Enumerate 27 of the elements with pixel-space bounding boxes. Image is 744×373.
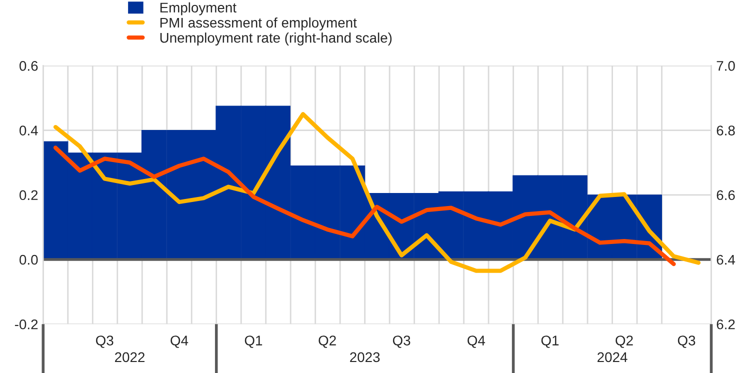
y-tick-label: 0.2: [20, 190, 38, 200]
x-tick-label: Q3: [392, 336, 410, 348]
y-tick-label: 0.0: [20, 254, 38, 265]
y2-tick-label: 7.0: [716, 60, 735, 71]
x-tick-label: Q3: [678, 336, 696, 348]
x-tick-label: Q2: [616, 336, 633, 348]
y2-tick-label: 6.2: [716, 319, 735, 330]
line-series: [53, 146, 676, 266]
y2-tick-label: 6.8: [716, 126, 735, 136]
legend-label: Unemployment rate (right-hand scale): [160, 32, 392, 46]
legend-label: Employment: [160, 2, 236, 16]
x-tick-label: Q4: [170, 336, 188, 348]
line-series: [53, 112, 701, 273]
legend-label: PMI assessment of employment: [160, 17, 357, 30]
x2-tick-label: 2023: [350, 352, 380, 362]
x2-tick-label: 2022: [115, 352, 145, 362]
y-tick-label: 0.4: [20, 126, 38, 136]
x-tick-label: Q1: [541, 336, 559, 348]
y-tick-label: 0.6: [20, 60, 38, 71]
y2-tick-label: 6.4: [716, 254, 736, 265]
x-tick-label: Q4: [468, 336, 486, 348]
x-tick-label: Q3: [96, 336, 114, 348]
y2-tick-label: 6.6: [716, 190, 735, 200]
y-tick-label: -0.2: [14, 319, 38, 330]
x-tick-label: Q2: [318, 336, 336, 348]
x2-tick-label: 2024: [598, 352, 628, 362]
x-tick-label: Q1: [244, 336, 262, 348]
